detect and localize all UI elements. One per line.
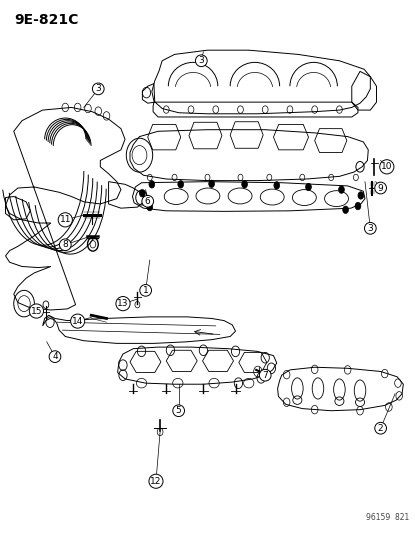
Text: 3: 3 [198,56,204,65]
Circle shape [343,206,349,214]
Circle shape [242,181,247,188]
Circle shape [274,182,280,189]
Text: 15: 15 [31,306,42,316]
Circle shape [139,190,145,197]
Text: 6: 6 [145,197,151,206]
Text: 5: 5 [176,406,181,415]
Text: 96159  821: 96159 821 [366,513,410,522]
Text: 11: 11 [59,215,71,224]
Text: 7: 7 [262,370,268,379]
Circle shape [339,186,344,193]
Circle shape [305,183,311,191]
Circle shape [358,192,364,199]
Text: 12: 12 [150,477,162,486]
Text: 8: 8 [62,240,68,249]
Text: 2: 2 [378,424,383,433]
Text: 13: 13 [117,299,129,308]
Text: 3: 3 [367,224,373,233]
Text: 14: 14 [72,317,83,326]
Text: 9E-821C: 9E-821C [14,13,78,27]
Circle shape [209,180,215,188]
Text: 4: 4 [52,352,58,361]
Text: 3: 3 [95,84,101,93]
Text: 9: 9 [378,183,383,192]
Circle shape [147,204,153,211]
Circle shape [355,203,361,210]
Circle shape [178,181,183,188]
Circle shape [149,181,155,188]
Text: 10: 10 [381,163,393,171]
Text: 1: 1 [143,286,149,295]
